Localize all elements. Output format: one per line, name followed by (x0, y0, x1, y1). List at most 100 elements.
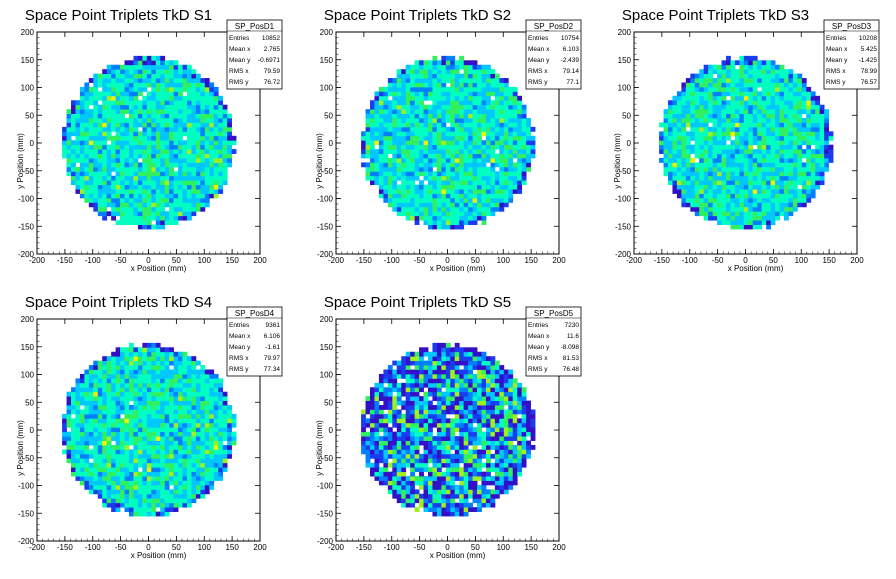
heatmap-bin (160, 409, 165, 414)
heatmap-bin (191, 140, 196, 145)
heatmap-bin (406, 154, 411, 159)
heatmap-bin (84, 485, 89, 490)
heatmap-bin (513, 176, 518, 181)
heatmap-bin (699, 122, 704, 127)
heatmap-bin (75, 136, 80, 141)
heatmap-bin (450, 69, 455, 74)
heatmap-bin (214, 167, 219, 172)
heatmap-bin (482, 171, 487, 176)
heatmap-bin (722, 202, 727, 207)
heatmap-bin (227, 409, 232, 414)
heatmap-bin (67, 441, 72, 446)
heatmap-bin (490, 74, 495, 79)
heatmap-bin (156, 198, 161, 203)
heatmap-bin (473, 198, 478, 203)
heatmap-bin (388, 118, 393, 123)
heatmap-bin (762, 60, 767, 65)
heatmap-bin (107, 418, 112, 423)
heatmap-bin (401, 91, 406, 96)
heatmap-bin (129, 476, 134, 481)
heatmap-bin (98, 396, 103, 401)
heatmap-bin (151, 396, 156, 401)
heatmap-bin (116, 449, 121, 454)
heatmap-bin (508, 87, 513, 92)
heatmap-bin (437, 118, 442, 123)
heatmap-bin (392, 198, 397, 203)
heatmap-bin (183, 392, 188, 397)
heatmap-bin (200, 445, 205, 450)
heatmap-bin (748, 56, 753, 61)
heatmap-bin (482, 216, 487, 221)
heatmap-bin (165, 145, 170, 150)
heatmap-bin (766, 69, 771, 74)
heatmap-bin (450, 78, 455, 83)
heatmap-bin (142, 171, 147, 176)
heatmap-bin (397, 131, 402, 136)
heatmap-bin (713, 78, 718, 83)
heatmap-bin (165, 140, 170, 145)
heatmap-bin (174, 131, 179, 136)
heatmap-bin (147, 171, 152, 176)
heatmap-bin (102, 145, 107, 150)
heatmap-bin (218, 458, 223, 463)
heatmap-bin (531, 140, 536, 145)
heatmap-bin (169, 396, 174, 401)
heatmap-bin (169, 387, 174, 392)
heatmap-bin (84, 418, 89, 423)
heatmap-bin (735, 171, 740, 176)
heatmap-bin (200, 189, 205, 194)
heatmap-bin (156, 56, 161, 61)
heatmap-bin (196, 162, 201, 167)
heatmap-bin (473, 154, 478, 159)
heatmap-bin (811, 189, 816, 194)
heatmap-bin (218, 401, 223, 406)
heatmap-bin (169, 145, 174, 150)
heatmap-bin (829, 131, 834, 136)
heatmap-bin (200, 436, 205, 441)
heatmap-bin (508, 189, 513, 194)
heatmap-bin (200, 198, 205, 203)
heatmap-bin (214, 149, 219, 154)
heatmap-bin (681, 109, 686, 114)
heatmap-bin (464, 167, 469, 172)
heatmap-bin (477, 158, 482, 163)
heatmap-bin (133, 489, 138, 494)
heatmap-bin (690, 176, 695, 181)
heatmap-bin (191, 481, 196, 486)
heatmap-bin (455, 131, 460, 136)
heatmap-bin (174, 220, 179, 225)
heatmap-bin (165, 423, 170, 428)
heatmap-bin (142, 507, 147, 512)
heatmap-bin (169, 472, 174, 477)
heatmap-bin (178, 185, 183, 190)
heatmap-bin (797, 180, 802, 185)
heatmap-bin (486, 87, 491, 92)
heatmap-bin (156, 432, 161, 437)
heatmap-bin (174, 485, 179, 490)
heatmap-bin (686, 105, 691, 110)
heatmap-bin (410, 211, 415, 216)
heatmap-bin (459, 216, 464, 221)
heatmap-bin (93, 476, 98, 481)
heatmap-bin (432, 216, 437, 221)
heatmap-bin (120, 122, 125, 127)
heatmap-bin (499, 154, 504, 159)
heatmap-bin (147, 449, 152, 454)
heatmap-bin (147, 60, 152, 65)
heatmap-bin (98, 194, 103, 199)
heatmap-bin (730, 216, 735, 221)
y-tick-label: -150 (615, 222, 632, 231)
heatmap-bin (659, 145, 664, 150)
heatmap-bin (116, 185, 121, 190)
heatmap-bin (717, 176, 722, 181)
heatmap-bin (84, 476, 89, 481)
heatmap-bin (129, 100, 134, 105)
heatmap-bin (71, 162, 76, 167)
heatmap-bin (677, 185, 682, 190)
heatmap-bin (174, 467, 179, 472)
heatmap-bin (174, 472, 179, 477)
heatmap-bin (67, 436, 72, 441)
heatmap-bin (504, 91, 509, 96)
heatmap-bin (142, 418, 147, 423)
heatmap-bin (71, 127, 76, 132)
